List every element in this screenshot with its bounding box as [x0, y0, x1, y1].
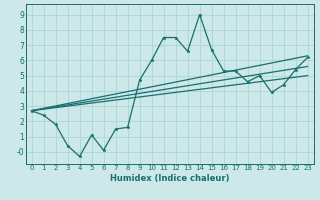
X-axis label: Humidex (Indice chaleur): Humidex (Indice chaleur) — [110, 174, 229, 183]
